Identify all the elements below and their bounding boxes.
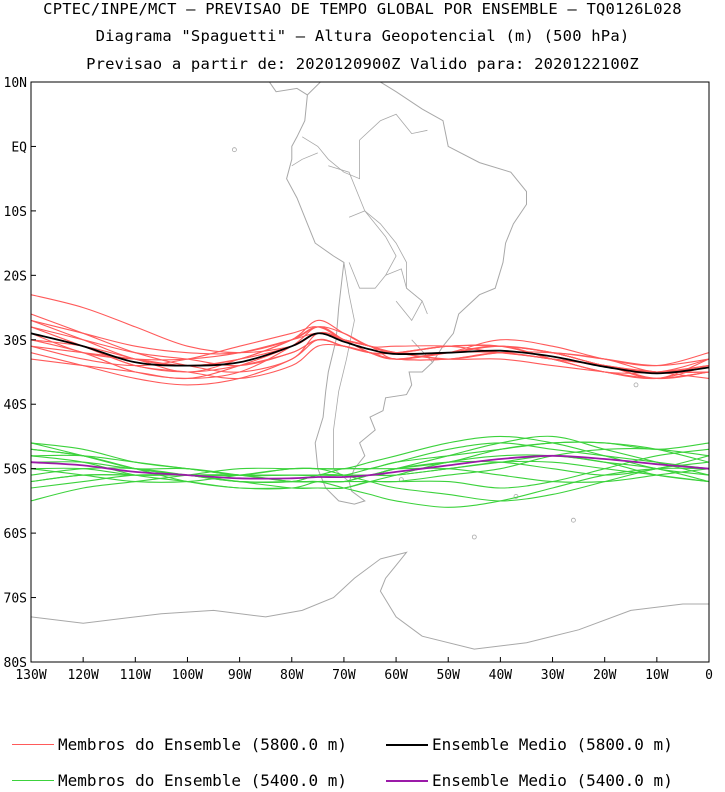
lat-label: 20S [4,269,27,284]
legend-item-member-5800: Membros do Ensemble (5800.0 m) [12,735,347,754]
lat-label: 40S [4,398,27,413]
island [633,382,639,388]
lat-label: 30S [4,334,27,349]
antarctica-coastline [31,551,709,650]
country-border [411,339,433,363]
lon-label: 90W [228,668,252,683]
legend-label-member-5400: Membros do Ensemble (5400.0 m) [58,771,347,790]
lat-label: 50S [4,463,27,478]
country-border [301,136,360,180]
south-america-coastline [286,82,527,505]
lon-label: 100W [172,668,203,683]
island [571,517,576,523]
legend-swatch-member-5400 [12,780,54,781]
lon-label: 20W [593,668,617,683]
title-line-1: CPTEC/INPE/MCT — PREVISAO DE TEMPO GLOBA… [43,0,682,18]
member-line-5800 [31,332,709,380]
central-america-coastline [268,82,308,96]
legend-label-mean-5400: Ensemble Medio (5400.0 m) [432,771,673,790]
member-line-5400 [31,448,709,489]
member-line-5800 [31,294,709,374]
legend-label-member-5800: Membros do Ensemble (5800.0 m) [58,735,347,754]
island [513,493,519,499]
member-line-5400 [31,448,709,490]
lat-label: 10N [4,76,27,91]
island [471,534,477,540]
contour-lines-layer [31,294,709,508]
member-line-5400 [31,435,709,483]
member-line-5400 [31,454,709,483]
country-border [348,210,397,289]
mean-line-5800 [31,332,709,375]
lat-label: 10S [4,205,27,220]
country-border [328,165,428,315]
country-border [333,262,355,482]
lon-label: 40W [489,668,513,683]
legend-swatch-mean-5800 [386,743,428,746]
lon-label: 10W [645,668,669,683]
member-line-5800 [31,313,709,374]
island [231,147,237,153]
legend-label-mean-5800: Ensemble Medio (5800.0 m) [432,735,673,754]
legend-item-mean-5800: Ensemble Medio (5800.0 m) [386,735,673,754]
mean-line-5400 [31,454,709,480]
country-border [291,152,318,167]
country-border [359,113,428,141]
member-line-5400 [31,441,709,483]
lon-label: 110W [120,668,151,683]
country-border [385,268,423,322]
legend-swatch-member-5800 [12,744,54,745]
lon-label: 30W [541,668,565,683]
lat-label: 80S [4,656,27,671]
lat-label: EQ [11,140,27,155]
lon-label: 120W [67,668,98,683]
lon-label: 60W [384,668,408,683]
lon-label: 130W [15,668,46,683]
lon-label: 50W [436,668,460,683]
lon-label: 70W [332,668,356,683]
title-line-3: Previsao a partir de: 2020120900Z Valido… [86,55,639,73]
plot-frame [30,81,710,663]
lat-label: 70S [4,592,27,607]
title-line-2: Diagrama "Spaguetti" — Altura Geopotenci… [95,27,630,45]
legend-swatch-mean-5400 [386,779,428,782]
lon-label: 0 [705,668,713,683]
legend-item-member-5400: Membros do Ensemble (5400.0 m) [12,771,347,790]
lon-label: 80W [280,668,304,683]
lat-label: 60S [4,527,27,542]
coastlines-layer [31,82,709,650]
legend-item-mean-5400: Ensemble Medio (5400.0 m) [386,771,673,790]
member-line-5800 [31,319,709,374]
